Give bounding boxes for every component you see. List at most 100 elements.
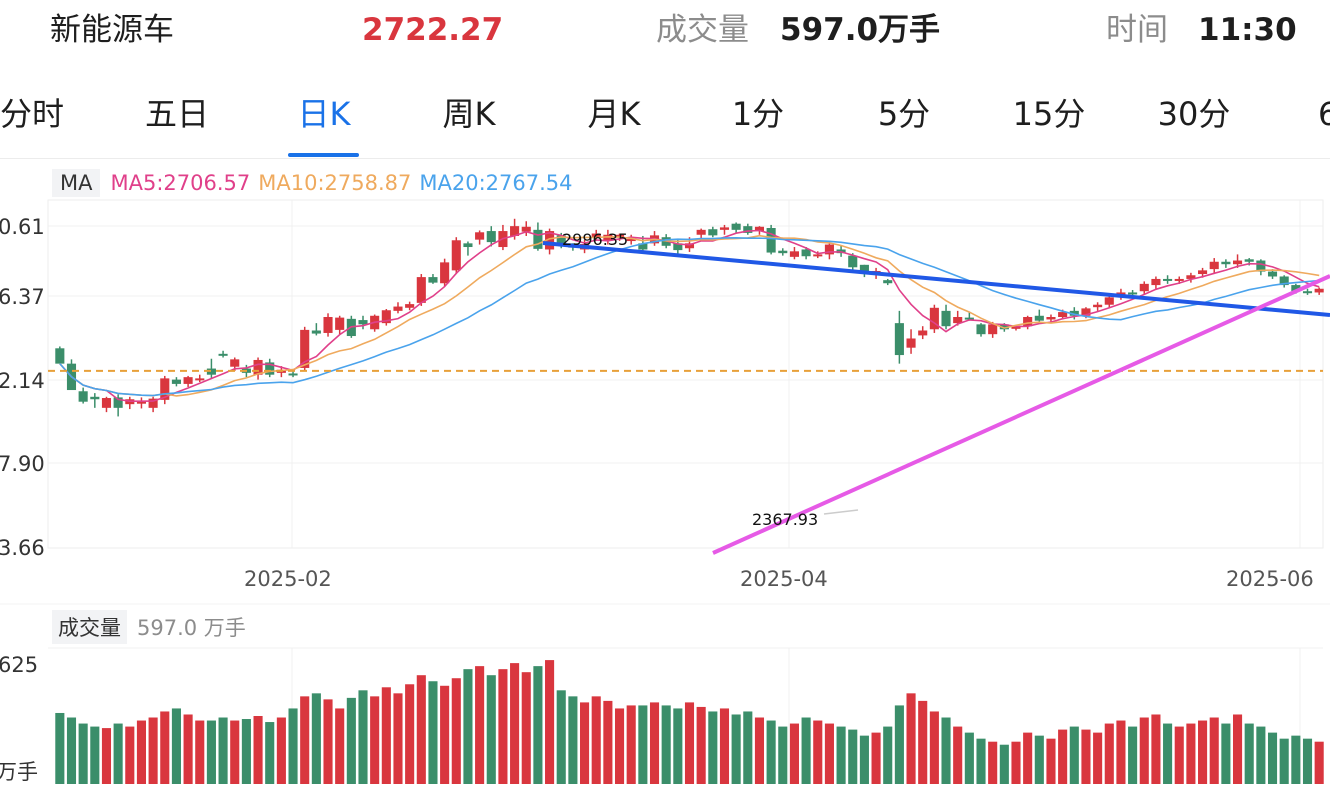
volume-bar <box>1174 726 1184 784</box>
current-price: 2722.27 <box>362 12 504 48</box>
tab-60min[interactable]: 60 <box>1318 95 1330 133</box>
candle-body <box>1011 326 1021 329</box>
x-axis-label: 2025-02 <box>244 567 332 591</box>
index-name: 新能源车 <box>50 12 174 48</box>
volume-bar <box>941 717 951 784</box>
volume-axis-label: 625 <box>0 653 38 677</box>
candle-body <box>1034 315 1044 321</box>
tab-30min[interactable]: 30分 <box>1157 95 1231 133</box>
candle-body <box>533 229 543 249</box>
ma10-value: MA10:2758.87 <box>258 171 412 195</box>
volume-bar <box>358 690 368 784</box>
volume-bar <box>206 720 216 784</box>
candle-body <box>451 240 461 271</box>
quote-header: 新能源车 2722.27 成交量 597.0万手 时间 11:30 <box>0 0 1330 62</box>
candle-body <box>183 377 193 384</box>
ma20-value: MA20:2767.54 <box>419 171 573 195</box>
volume-bar <box>1163 723 1173 784</box>
candle-body <box>160 378 170 400</box>
volume-bar <box>684 702 695 784</box>
candle-body <box>393 306 403 311</box>
tab-intraday[interactable]: 分时 <box>0 95 65 133</box>
candle-body <box>1291 285 1301 292</box>
volume-bar <box>276 717 286 784</box>
volume-bar <box>976 738 986 784</box>
tab-monthly-k[interactable]: 月K <box>587 95 641 133</box>
volume-bar <box>475 666 485 784</box>
candle-body <box>463 243 473 248</box>
volume-bar <box>813 720 823 784</box>
volume-bar <box>789 723 799 784</box>
candle-body <box>381 310 391 324</box>
candle-body <box>1104 297 1114 305</box>
volume-bar <box>55 712 65 784</box>
volume-bar <box>929 711 939 784</box>
volume-bar <box>1104 723 1114 784</box>
candle-body <box>953 316 963 324</box>
candle-body <box>708 229 718 236</box>
candle-body <box>743 226 753 233</box>
volume-bar <box>1221 723 1231 784</box>
volume-bar <box>649 702 660 784</box>
volume-bar <box>463 669 473 784</box>
tab-daily-k[interactable]: 日K <box>297 95 351 133</box>
volume-bar <box>288 708 298 784</box>
tab-15min[interactable]: 15分 <box>1012 95 1086 133</box>
candle-body <box>206 368 216 375</box>
tab-1min[interactable]: 1分 <box>731 95 785 133</box>
volume-bar <box>136 720 147 784</box>
candle-body <box>475 232 485 240</box>
candle-body <box>883 280 893 284</box>
volume-bar <box>580 702 590 784</box>
volume-bar <box>836 726 846 784</box>
volume-bar <box>533 666 543 784</box>
price-panel-border <box>47 199 1324 549</box>
volume-bar <box>1093 732 1103 784</box>
candle-body <box>1174 278 1184 281</box>
candle-body <box>1279 276 1289 286</box>
volume-bar <box>195 720 205 784</box>
volume-bar <box>416 675 426 784</box>
candle-body <box>510 226 520 236</box>
candle-body <box>1209 261 1219 270</box>
time-value: 11:30 <box>1198 12 1297 48</box>
candle-body <box>1151 278 1161 286</box>
volume-bar <box>743 711 753 784</box>
ma20-line <box>59 236 1320 397</box>
high-annotation: 2996.35 <box>562 230 628 249</box>
candle-body <box>638 243 648 250</box>
low-annotation: 2367.93 <box>752 510 818 529</box>
time-label: 时间 <box>1106 12 1168 48</box>
volume-tag[interactable]: 成交量 <box>52 610 127 644</box>
ma-tag[interactable]: MA <box>52 169 101 197</box>
candle-body <box>848 255 858 268</box>
tab-weekly-k[interactable]: 周K <box>442 95 496 133</box>
candlesticks <box>55 218 1324 417</box>
candle-body <box>859 264 869 275</box>
candle-body <box>999 324 1009 330</box>
candle-body <box>195 378 205 381</box>
volume-bar <box>300 696 310 784</box>
volume-bar <box>1139 717 1149 784</box>
volume-bar <box>381 687 391 784</box>
volume-bar <box>778 726 788 784</box>
volume-bar <box>125 726 135 784</box>
volume-bar <box>1023 732 1033 784</box>
candle-body <box>521 226 531 232</box>
candle-body <box>101 398 112 408</box>
candle-body <box>1186 275 1196 279</box>
volume-bar <box>183 714 193 784</box>
price-axis-label: 0.61 <box>0 215 45 239</box>
candle-body <box>789 251 799 257</box>
candle-body <box>614 234 625 238</box>
volume-bar <box>1151 714 1161 784</box>
tab-5min[interactable]: 5分 <box>877 95 931 133</box>
tab-five-day[interactable]: 五日 <box>144 95 210 133</box>
volume-bar <box>1244 723 1254 784</box>
volume-bar <box>405 684 415 784</box>
volume-bar <box>953 726 963 784</box>
candle-body <box>358 320 368 325</box>
volume-bar <box>556 690 566 784</box>
price-axis-label: 2.14 <box>0 369 45 393</box>
